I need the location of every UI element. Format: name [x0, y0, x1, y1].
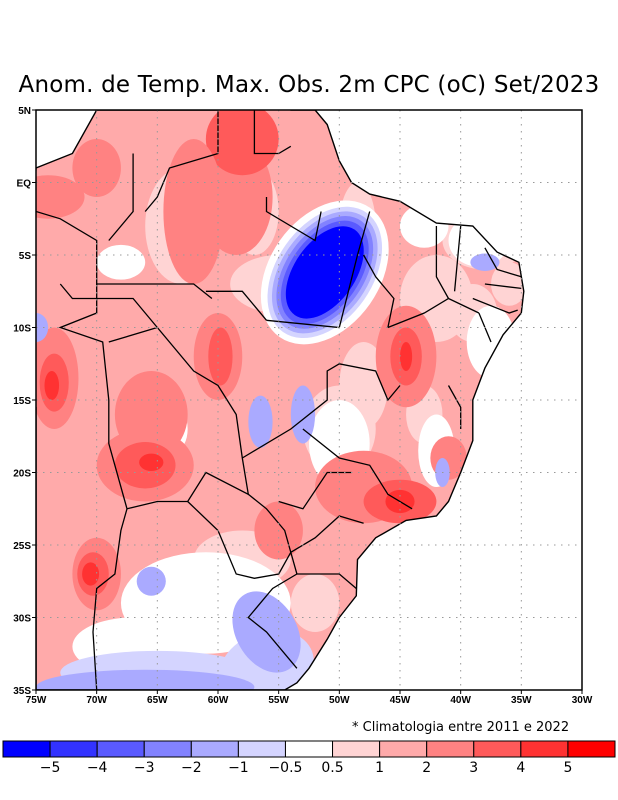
border-line	[484, 247, 522, 278]
colorbar-box	[2, 740, 51, 758]
x-tick-label: 60W	[208, 695, 229, 706]
border-line	[253, 110, 292, 155]
y-tick-label: 15S	[13, 396, 31, 407]
anomaly-contour	[82, 562, 100, 586]
coastline	[36, 110, 525, 690]
border-line	[59, 283, 158, 328]
colorbar-label: −4	[87, 760, 108, 776]
colorbar-label: 3	[469, 760, 478, 776]
colorbar-label: −3	[134, 760, 155, 776]
anomaly-contour	[44, 371, 60, 400]
colorbar-label: −5	[40, 760, 61, 776]
anomaly-contour	[470, 253, 500, 271]
gridlines	[36, 110, 582, 690]
colorbar-label: 1	[375, 760, 384, 776]
x-tick-label: 50W	[329, 695, 350, 706]
x-tick-label: 75W	[26, 695, 47, 706]
border-line	[447, 385, 462, 429]
anomaly-contour	[248, 395, 273, 448]
colorbar-box	[49, 740, 98, 758]
y-tick-label: 5N	[18, 106, 31, 117]
colorbar-box	[237, 740, 286, 758]
border-line	[453, 225, 462, 292]
border-line	[484, 283, 522, 290]
x-tick-label: 70W	[86, 695, 107, 706]
anomaly-contour	[139, 453, 164, 472]
anomaly-contour	[136, 566, 166, 596]
anomaly-contour	[400, 342, 413, 371]
border-line	[296, 573, 357, 589]
y-tick-label: 20S	[13, 469, 31, 480]
y-tick-label: 30S	[13, 614, 31, 625]
border-line	[302, 428, 413, 510]
map-title: Anom. de Temp. Max. Obs. 2m CPC (oC) Set…	[18, 72, 600, 98]
border-line	[435, 226, 450, 299]
border-line	[241, 363, 401, 459]
colorbar-label: 2	[422, 760, 431, 776]
colorbar-box	[520, 740, 569, 758]
colorbar-label: 4	[516, 760, 525, 776]
anomaly-contour	[491, 262, 524, 306]
anomaly-contour	[208, 327, 233, 386]
x-tick-label: 30W	[572, 695, 593, 706]
anomaly-contour	[96, 244, 146, 280]
x-axis-ticks: 75W 70W 65W 60W 55W 50W 45W 40W 35W 30W	[26, 690, 593, 706]
colorbar-box	[143, 740, 192, 758]
border-line	[205, 290, 267, 321]
climatology-note: * Climatologia entre 2011 e 2022	[352, 720, 570, 735]
y-tick-label: 10S	[13, 324, 31, 335]
anomaly-contour	[205, 110, 279, 176]
colorbar-box	[426, 740, 475, 758]
border-line	[472, 297, 518, 314]
anomaly-contour	[163, 139, 225, 284]
colorbar-label: −2	[181, 760, 202, 776]
anomaly-contour	[400, 204, 449, 248]
border-line	[247, 552, 298, 669]
anomaly-contour	[36, 669, 255, 690]
colorbar-box	[332, 740, 381, 758]
colorbar-box	[379, 740, 428, 758]
y-tick-label: 5S	[19, 251, 32, 262]
anomaly-contour	[36, 175, 85, 219]
colorbar-box	[190, 740, 239, 758]
x-tick-label: 65W	[147, 695, 168, 706]
border-line	[36, 210, 128, 690]
colorbar-label: 0.5	[321, 760, 343, 776]
colorbar-box	[473, 740, 522, 758]
border-line	[278, 471, 352, 510]
x-tick-label: 40W	[450, 695, 471, 706]
border-line	[96, 283, 213, 300]
anomaly-contour	[36, 313, 49, 342]
colorbar-label: −0.5	[268, 760, 302, 776]
y-tick-label: 25S	[13, 541, 31, 552]
x-tick-label: 35W	[511, 695, 532, 706]
border-line	[266, 211, 371, 329]
colorbar-label: 5	[563, 760, 572, 776]
colorbar-box	[96, 740, 145, 758]
border-line	[265, 197, 322, 242]
x-tick-label: 45W	[390, 695, 411, 706]
border-line	[187, 493, 292, 579]
border-line	[108, 153, 134, 241]
y-tick-label: 35S	[13, 686, 31, 697]
y-tick-label: EQ	[17, 179, 32, 190]
anomaly-contour	[290, 574, 340, 632]
border-line	[387, 297, 480, 329]
colorbar-box	[567, 740, 616, 758]
border-line	[363, 254, 395, 328]
x-tick-label: 55W	[268, 695, 289, 706]
y-axis-ticks: 5N EQ 5S 10S 15S 20S 25S 30S 35S	[13, 106, 36, 697]
anomaly-contour	[285, 226, 364, 319]
anomaly-contour	[72, 139, 121, 197]
anomaly-field	[36, 110, 524, 690]
anomaly-contour	[290, 385, 316, 444]
colorbar: −5 −4 −3 −2 −1 −0.5 0.5 1 2 3 4 5	[2, 740, 616, 776]
colorbar-box	[284, 740, 334, 758]
colorbar-label: −1	[228, 760, 249, 776]
